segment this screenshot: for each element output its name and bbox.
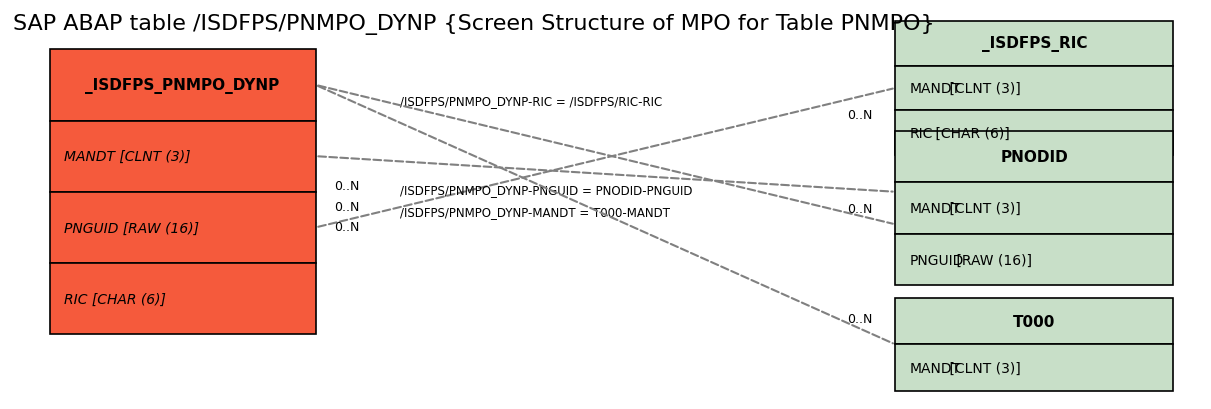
Text: PNODID: PNODID [1000, 150, 1068, 164]
Text: [CLNT (3)]: [CLNT (3)] [945, 361, 1021, 375]
Text: 0..N: 0..N [848, 312, 872, 325]
Text: /ISDFPS/PNMPO_DYNP-MANDT = T000-MANDT: /ISDFPS/PNMPO_DYNP-MANDT = T000-MANDT [400, 205, 670, 218]
Bar [895, 345, 1173, 391]
Text: T000: T000 [1014, 314, 1056, 329]
Text: PNGUID: PNGUID [909, 253, 964, 267]
Text: MANDT [CLNT (3)]: MANDT [CLNT (3)] [64, 150, 190, 164]
Bar [50, 263, 316, 335]
Text: [RAW (16)]: [RAW (16)] [952, 253, 1032, 267]
Bar [895, 22, 1173, 66]
Text: 0..N: 0..N [334, 200, 358, 213]
Text: MANDT: MANDT [909, 82, 962, 96]
Text: 0..N: 0..N [848, 109, 872, 121]
Text: RIC: RIC [909, 126, 934, 140]
Text: 0..N: 0..N [848, 202, 872, 215]
Text: [CHAR (6)]: [CHAR (6)] [931, 126, 1010, 140]
Text: /ISDFPS/PNMPO_DYNP-PNGUID = PNODID-PNGUID: /ISDFPS/PNMPO_DYNP-PNGUID = PNODID-PNGUI… [400, 184, 693, 197]
Bar [895, 131, 1173, 183]
Bar [895, 66, 1173, 111]
Bar [895, 298, 1173, 345]
Bar [895, 234, 1173, 286]
Text: 0..N: 0..N [334, 220, 358, 233]
Text: [CLNT (3)]: [CLNT (3)] [945, 82, 1021, 96]
Text: SAP ABAP table /ISDFPS/PNMPO_DYNP {Screen Structure of MPO for Table PNMPO}: SAP ABAP table /ISDFPS/PNMPO_DYNP {Scree… [13, 13, 935, 34]
Bar [895, 183, 1173, 234]
Text: MANDT: MANDT [909, 202, 962, 216]
Text: _ISDFPS_RIC: _ISDFPS_RIC [982, 36, 1087, 52]
Text: /ISDFPS/PNMPO_DYNP-RIC = /ISDFPS/RIC-RIC: /ISDFPS/PNMPO_DYNP-RIC = /ISDFPS/RIC-RIC [400, 94, 662, 108]
Text: [CLNT (3)]: [CLNT (3)] [945, 202, 1021, 216]
Text: PNGUID [RAW (16)]: PNGUID [RAW (16)] [64, 221, 200, 235]
Text: 0..N: 0..N [334, 180, 358, 193]
Bar [895, 111, 1173, 156]
Text: MANDT: MANDT [909, 361, 962, 375]
Bar [50, 192, 316, 263]
Text: _ISDFPS_PNMPO_DYNP: _ISDFPS_PNMPO_DYNP [86, 78, 280, 94]
Bar [50, 50, 316, 121]
Text: RIC [CHAR (6)]: RIC [CHAR (6)] [64, 292, 166, 306]
Bar [50, 121, 316, 192]
